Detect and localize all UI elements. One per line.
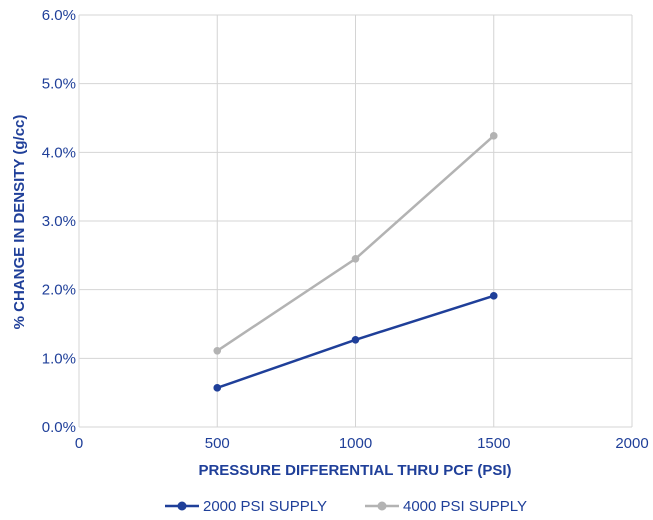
- y-tick-label: 0.0%: [42, 419, 76, 436]
- data-point: [351, 335, 360, 344]
- x-tick-label: 2000: [615, 435, 648, 452]
- y-axis-ticks: 0.0% 1.0% 2.0% 3.0% 4.0% 5.0% 6.0%: [42, 7, 76, 436]
- legend-marker: [177, 501, 187, 511]
- data-point: [351, 254, 360, 263]
- y-tick-label: 1.0%: [42, 350, 76, 367]
- legend-item: 2000 PSI SUPPLY: [165, 498, 327, 515]
- y-tick-label: 6.0%: [42, 7, 76, 24]
- y-tick-label: 4.0%: [42, 144, 76, 161]
- y-axis-title: % CHANGE IN DENSITY (g/cc): [11, 115, 28, 330]
- x-tick-label: 500: [205, 435, 230, 452]
- x-axis-title: PRESSURE DIFFERENTIAL THRU PCF (PSI): [198, 462, 511, 479]
- series-2: [213, 132, 498, 355]
- y-tick-label: 5.0%: [42, 76, 76, 93]
- series-1: [213, 292, 498, 392]
- data-point: [213, 384, 222, 392]
- y-tick-label: 2.0%: [42, 282, 76, 299]
- x-tick-label: 0: [75, 435, 83, 452]
- legend-marker: [377, 501, 387, 511]
- x-tick-label: 1000: [339, 435, 372, 452]
- legend-item: 4000 PSI SUPPLY: [365, 498, 527, 515]
- y-tick-label: 3.0%: [42, 213, 76, 230]
- data-point: [213, 346, 222, 355]
- gridlines: [78, 14, 633, 428]
- data-point: [489, 292, 498, 300]
- data-point: [489, 132, 498, 140]
- x-tick-label: 1500: [477, 435, 510, 452]
- legend: 2000 PSI SUPPLY 4000 PSI SUPPLY: [165, 498, 527, 515]
- x-axis-ticks: 0 500 1000 1500 2000: [75, 435, 649, 452]
- series-lines: [213, 132, 498, 392]
- legend-label: 4000 PSI SUPPLY: [403, 498, 527, 515]
- legend-label: 2000 PSI SUPPLY: [203, 498, 327, 515]
